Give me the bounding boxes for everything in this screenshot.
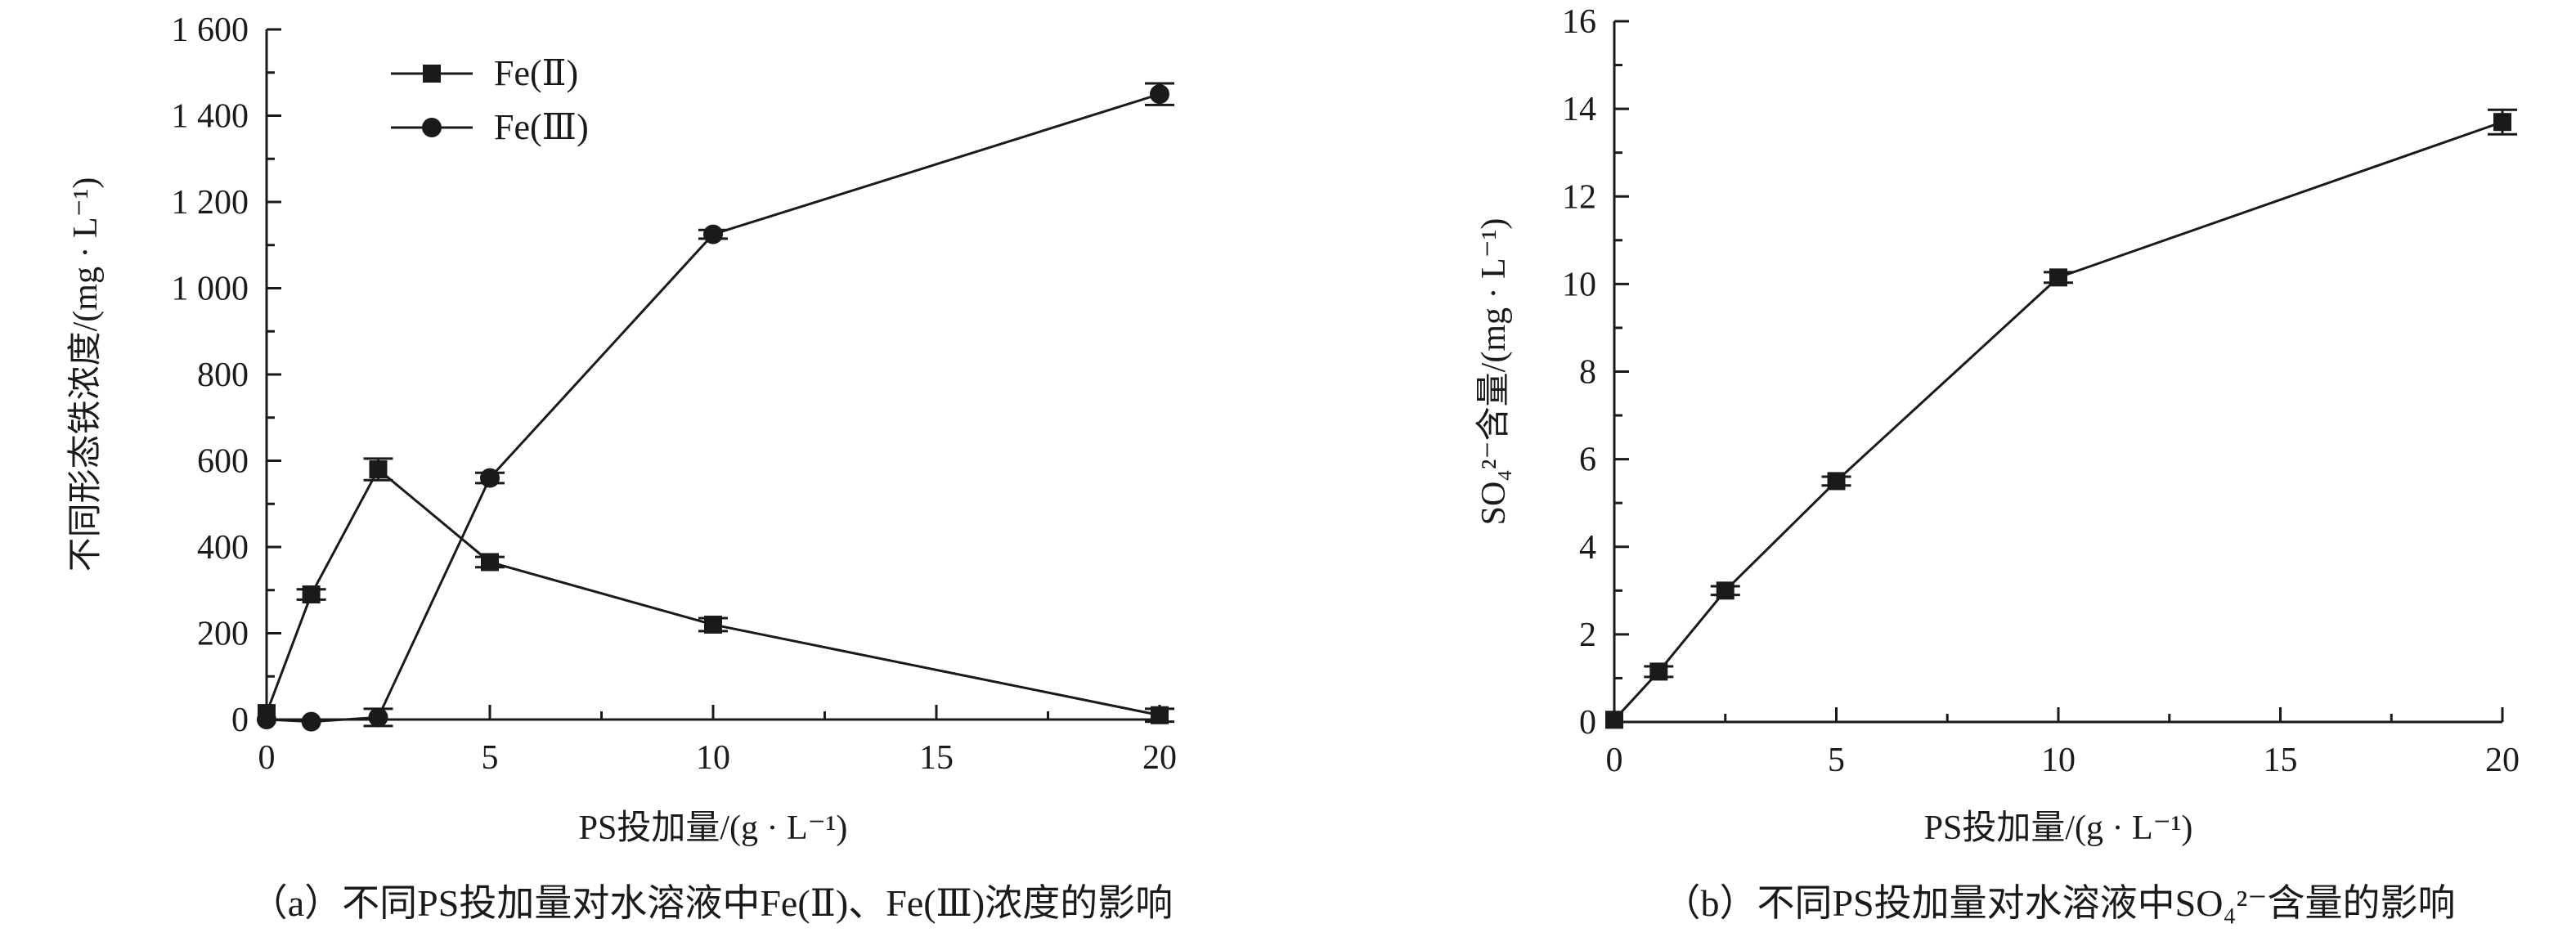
y-tick-label: 600: [197, 443, 249, 481]
data-point-square: [1827, 472, 1846, 491]
x-tick-label: 20: [2485, 742, 2520, 779]
y-tick-label: 12: [1562, 178, 1596, 216]
y-tick-label: 0: [231, 702, 249, 739]
data-point-circle: [257, 710, 276, 729]
data-point-square: [1151, 706, 1169, 724]
chart-panel-b: 0 2 4 6 8 10 12 14 16 0 5 10 15 20 PS投加量/(g · L⁻¹) SO₄²…: [1475, 3, 2520, 924]
x-tick-label: 0: [1606, 742, 1623, 779]
data-point-circle: [368, 707, 388, 728]
chart-panel-a: 0 200 400 600 800 1 000 1 200 1 400 1 600 0 5 10 15 2…: [67, 11, 1177, 924]
y-tick-label: 10: [1562, 266, 1596, 303]
y-tick-label: 14: [1562, 91, 1596, 128]
y-tick-label: 4: [1579, 529, 1596, 567]
x-tick-label: 15: [919, 739, 954, 777]
y-tick-label: 1 200: [172, 184, 249, 222]
data-point-circle: [301, 711, 321, 732]
y-tick-label: 400: [197, 529, 249, 567]
data-point-square: [2049, 268, 2067, 287]
figure-caption: （b）不同PS投加量对水溶液中SO₄²⁻含量的影响: [1663, 882, 2455, 924]
data-point-square: [1716, 581, 1735, 600]
y-tick-label: 1 400: [172, 98, 249, 136]
data-point-square: [369, 460, 388, 479]
y-axis-title: 不同形态铁浓度/(mg · L⁻¹): [67, 177, 105, 572]
x-tick-label: 10: [2041, 742, 2076, 779]
y-tick-label: 2: [1579, 616, 1596, 654]
x-tick-label: 20: [1142, 739, 1177, 777]
data-point-square: [2493, 113, 2511, 132]
x-tick-label: 10: [696, 739, 730, 777]
x-axis-title: PS投加量/(g · L⁻¹): [579, 809, 848, 847]
data-point-square: [481, 553, 499, 572]
legend-marker-circle: [422, 118, 442, 137]
legend-marker-square: [423, 65, 441, 83]
y-tick-label: 6: [1579, 442, 1596, 479]
y-tick-label: 1 600: [172, 11, 249, 49]
series-line-0: [265, 467, 1160, 717]
y-tick-label: 8: [1579, 354, 1596, 392]
x-tick-label: 15: [2264, 742, 2298, 779]
y-axis-title: SO₄²⁻含量/(mg · L⁻¹): [1475, 218, 1513, 526]
y-tick-label: 0: [1579, 704, 1596, 742]
data-point-square: [1649, 662, 1668, 681]
data-point-circle: [480, 468, 500, 488]
y-tick-label: 800: [197, 356, 249, 394]
y-tick-label: 200: [197, 616, 249, 653]
x-axis-title: PS投加量/(g · L⁻¹): [1924, 809, 2193, 847]
data-point-square: [1605, 711, 1623, 729]
x-tick-label: 5: [1828, 742, 1845, 779]
data-point-circle: [703, 224, 723, 244]
y-tick-label: 1 000: [172, 271, 249, 308]
legend-label: Fe(Ⅱ): [494, 53, 578, 93]
x-tick-label: 5: [482, 739, 499, 777]
y-tick-label: 16: [1562, 3, 1596, 41]
series-line-0: [1613, 120, 2503, 721]
legend-label: Fe(Ⅲ): [494, 107, 589, 147]
data-point-square: [704, 615, 722, 634]
data-point-circle: [1150, 84, 1169, 105]
x-tick-label: 0: [258, 739, 276, 777]
figure-caption: （a）不同PS投加量对水溶液中Fe(Ⅱ)、Fe(Ⅲ)浓度的影响: [250, 882, 1173, 924]
data-point-square: [302, 585, 321, 604]
